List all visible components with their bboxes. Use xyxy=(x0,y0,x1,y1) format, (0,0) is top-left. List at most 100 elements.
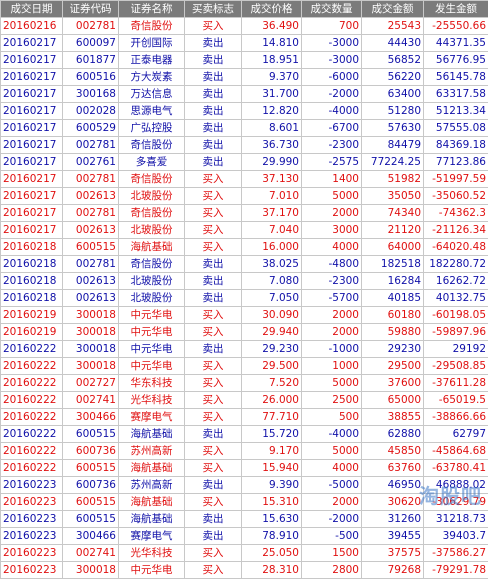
trade-date-cell: 20160217 xyxy=(1,69,63,86)
trade-date-cell: 20160218 xyxy=(1,256,63,273)
security-code-cell: 600515 xyxy=(63,494,119,511)
trade-date-cell: 20160222 xyxy=(1,443,63,460)
quantity-cell: -5700 xyxy=(302,290,362,307)
quantity-cell: -2000 xyxy=(302,511,362,528)
quantity-cell: 4000 xyxy=(302,460,362,477)
direction-cell: 卖出 xyxy=(185,137,242,154)
security-name-cell: 奇信股份 xyxy=(119,18,185,35)
trade-date-cell: 20160218 xyxy=(1,290,63,307)
amount-cell: 37575 xyxy=(362,545,424,562)
net-amount-cell: -29508.85 xyxy=(424,358,488,375)
direction-cell: 买入 xyxy=(185,171,242,188)
trade-date-cell: 20160223 xyxy=(1,511,63,528)
trade-date-cell: 20160223 xyxy=(1,528,63,545)
direction-cell: 买入 xyxy=(185,358,242,375)
quantity-cell: 1500 xyxy=(302,545,362,562)
quantity-cell: 1400 xyxy=(302,171,362,188)
net-amount-cell: 63317.58 xyxy=(424,86,488,103)
security-name-cell: 海航基础 xyxy=(119,494,185,511)
col-amount-header: 成交金额 xyxy=(362,1,424,18)
trade-date-cell: 20160222 xyxy=(1,375,63,392)
security-code-cell: 600736 xyxy=(63,477,119,494)
security-name-cell: 思源电气 xyxy=(119,103,185,120)
security-name-cell: 赛摩电气 xyxy=(119,528,185,545)
price-cell: 29.230 xyxy=(242,341,302,358)
quantity-cell: 2000 xyxy=(302,205,362,222)
net-amount-cell: -60198.05 xyxy=(424,307,488,324)
security-name-cell: 中元华电 xyxy=(119,307,185,324)
security-code-cell: 002781 xyxy=(63,205,119,222)
col-security-name-header: 证券名称 xyxy=(119,1,185,18)
security-name-cell: 苏州高新 xyxy=(119,477,185,494)
amount-cell: 74340 xyxy=(362,205,424,222)
trade-date-cell: 20160222 xyxy=(1,358,63,375)
security-name-cell: 开创国际 xyxy=(119,35,185,52)
amount-cell: 79268 xyxy=(362,562,424,579)
security-code-cell: 300018 xyxy=(63,307,119,324)
security-code-cell: 002613 xyxy=(63,222,119,239)
price-cell: 28.310 xyxy=(242,562,302,579)
quantity-cell: 3000 xyxy=(302,222,362,239)
direction-cell: 卖出 xyxy=(185,477,242,494)
trade-date-cell: 20160222 xyxy=(1,409,63,426)
security-code-cell: 002741 xyxy=(63,545,119,562)
security-code-cell: 600097 xyxy=(63,35,119,52)
security-name-cell: 海航基础 xyxy=(119,239,185,256)
price-cell: 30.090 xyxy=(242,307,302,324)
security-code-cell: 300018 xyxy=(63,324,119,341)
quantity-cell: -2000 xyxy=(302,86,362,103)
direction-cell: 买入 xyxy=(185,222,242,239)
quantity-cell: -4800 xyxy=(302,256,362,273)
quantity-cell: -4000 xyxy=(302,103,362,120)
net-amount-cell: 57555.08 xyxy=(424,120,488,137)
price-cell: 29.940 xyxy=(242,324,302,341)
direction-cell: 卖出 xyxy=(185,426,242,443)
trade-date-cell: 20160219 xyxy=(1,307,63,324)
security-name-cell: 中元华电 xyxy=(119,358,185,375)
direction-cell: 卖出 xyxy=(185,290,242,307)
net-amount-cell: -21126.34 xyxy=(424,222,488,239)
direction-cell: 买入 xyxy=(185,545,242,562)
price-cell: 9.370 xyxy=(242,69,302,86)
amount-cell: 63760 xyxy=(362,460,424,477)
trade-date-cell: 20160218 xyxy=(1,273,63,290)
amount-cell: 64000 xyxy=(362,239,424,256)
security-name-cell: 奇信股份 xyxy=(119,205,185,222)
amount-cell: 38855 xyxy=(362,409,424,426)
col-security-code-header: 证券代码 xyxy=(63,1,119,18)
net-amount-cell: 56776.95 xyxy=(424,52,488,69)
